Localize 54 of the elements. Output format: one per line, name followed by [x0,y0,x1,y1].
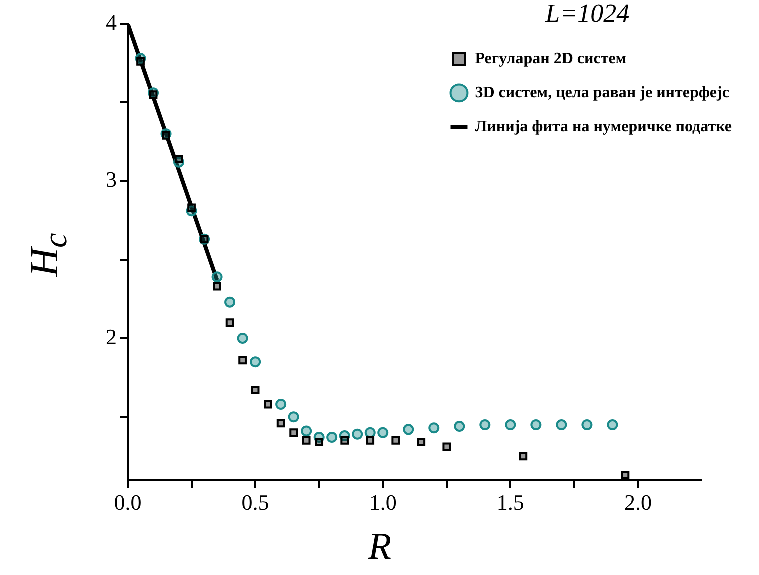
legend-label: Линија фита на нумеричке податке [475,118,732,136]
point [290,428,298,438]
point [442,442,452,452]
point [352,428,364,440]
point [149,90,158,99]
point [250,356,262,368]
point [582,419,593,430]
point [224,296,236,308]
point [251,386,260,395]
point [162,131,170,140]
x-tick-label: 0.5 [242,490,270,515]
y-tick-label: 3 [106,167,117,192]
x-tick-label: 2.0 [624,490,652,515]
point [428,422,440,434]
point [226,318,234,327]
x-tick-label: 1.5 [496,490,524,515]
point [276,399,287,410]
legend-label: Регуларан 2D систем [475,50,627,68]
point [417,438,426,446]
point [403,424,414,436]
point [136,58,145,66]
point [621,471,630,480]
point [340,436,350,445]
point [454,421,466,432]
point [174,155,184,164]
point [212,272,223,283]
point [276,419,286,428]
point [237,332,248,344]
point [213,282,222,291]
y-tick-label: 2 [106,324,117,350]
point [378,427,389,438]
point [364,427,376,438]
point [315,438,324,446]
point [480,419,491,430]
point [264,400,272,409]
point [392,436,400,445]
y-tick-label: 4 [106,10,117,35]
point [301,426,312,437]
legend-title: L=1024 [544,0,630,28]
point [556,419,568,430]
x-tick-label: 0.0 [114,490,142,515]
point [366,436,375,445]
point [238,356,247,365]
point [302,436,311,445]
point [530,419,542,430]
point [607,419,618,430]
point [288,412,300,423]
x-axis-title: R [368,525,392,569]
legend-label: 3D систем, цела раван је интерфејс [475,84,730,102]
point [326,432,338,444]
point [519,452,528,461]
point [188,204,196,212]
x-tick-label: 1.0 [369,490,397,515]
point [505,419,516,430]
